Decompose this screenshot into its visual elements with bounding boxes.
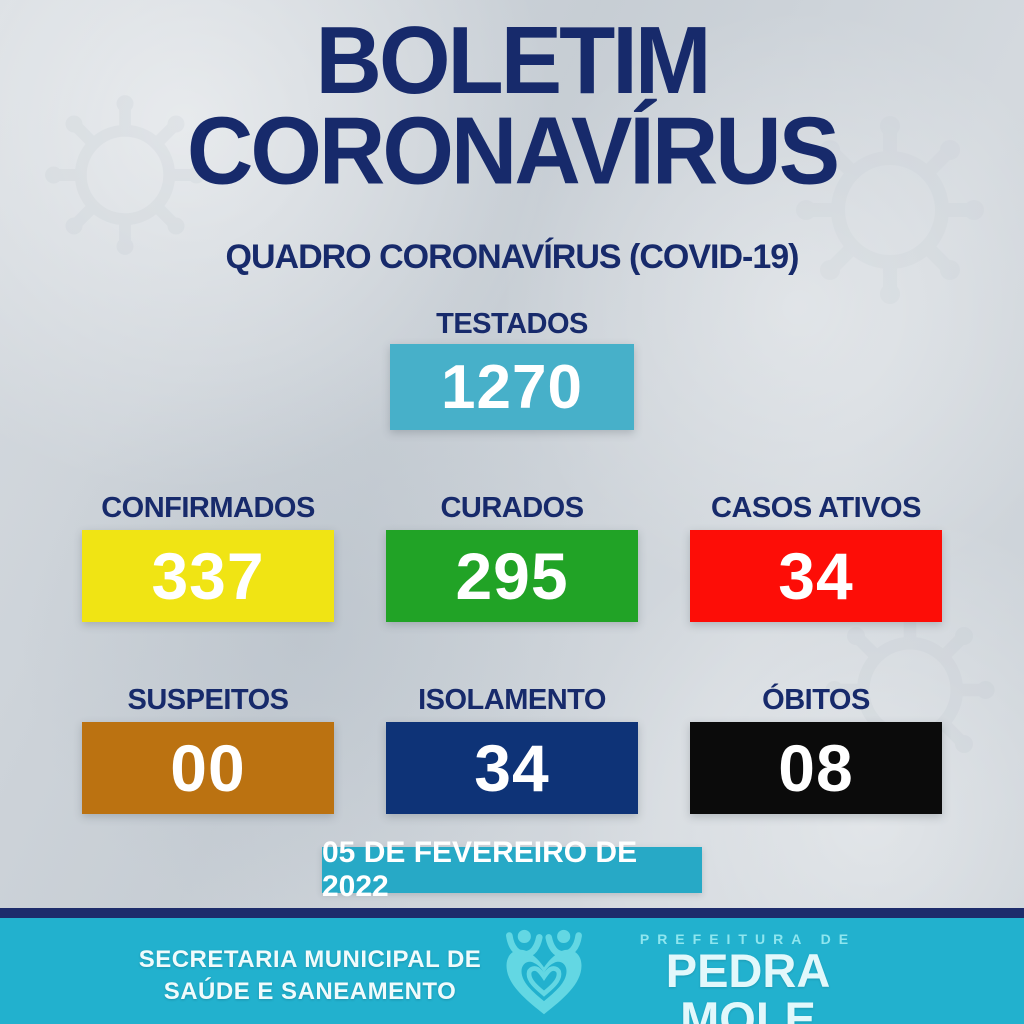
stat-box-obitos: 08 [690,722,942,814]
stat-label-curados: CURADOS [440,492,584,524]
stat-label-suspeitos: SUSPEITOS [127,684,289,716]
department-line-2: SAÚDE E SANEAMENTO [163,978,457,1006]
brand-name: PEDRA MOLE [665,944,831,1024]
stat-box-testados: 1270 [390,344,634,430]
footer-divider [0,908,1024,918]
stat-box-suspeitos: 00 [82,722,334,814]
stat-value-suspeitos: 00 [170,731,246,805]
stat-value-confirmados: 337 [151,539,265,613]
people-heart-logo-icon [506,929,582,1015]
page-subtitle: QUADRO CORONAVÍRUS (COVID-19) [225,238,800,276]
brand-block: PREFEITURA DE PEDRA MOLE Construindo uma… [598,931,898,1024]
stat-label-confirmados: CONFIRMADOS [101,492,315,524]
stat-value-obitos: 08 [778,731,854,805]
stat-box-casos-ativos: 34 [690,530,942,622]
brand-prefix: PREFEITURA DE [639,931,857,947]
department-line-1: SECRETARIA MUNICIPAL DE [138,946,482,973]
stat-label-casos-ativos: CASOS ATIVOS [711,492,921,524]
stat-box-confirmados: 337 [82,530,334,622]
title-line-2: CORONAVÍRUS [186,98,840,205]
stat-value-curados: 295 [455,539,569,613]
stat-value-casos-ativos: 34 [778,539,854,613]
title-line-1: BOLETIM [315,7,712,114]
stat-label-isolamento: ISOLAMENTO [418,684,606,716]
stat-value-isolamento: 34 [474,731,550,805]
stat-value-testados: 1270 [441,352,583,422]
stat-label-obitos: ÓBITOS [762,684,870,716]
page-title: BOLETIM CORONAVÍRUS [0,7,1024,205]
date-banner: 05 DE FEVEREIRO DE 2022 [322,836,702,903]
stat-box-curados: 295 [386,530,638,622]
department-name: SECRETARIA MUNICIPAL DE SAÚDE E SANEAMEN… [120,944,500,1009]
stat-box-isolamento: 34 [386,722,638,814]
stat-label-testados: TESTADOS [436,308,588,340]
